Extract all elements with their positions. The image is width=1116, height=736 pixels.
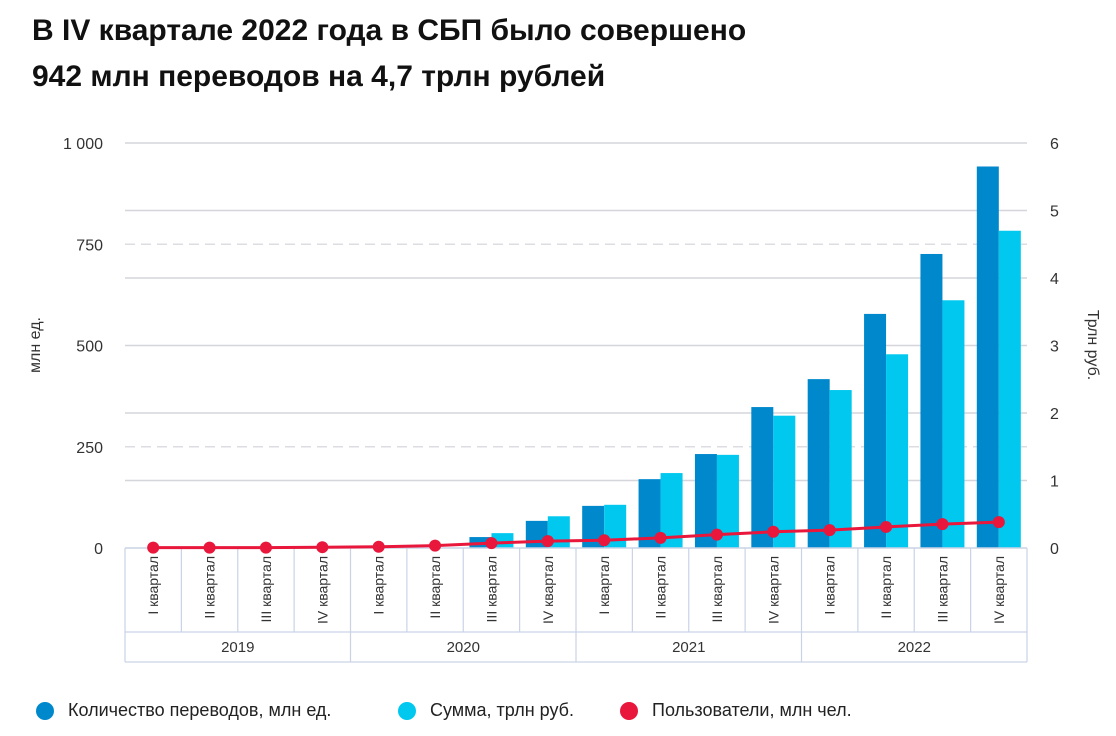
legend-dot-icon [620,701,638,720]
right-tick-label: 3 [1050,339,1059,356]
users-point [598,534,611,547]
bar-count [920,253,943,548]
users-point [767,525,780,538]
category-label: II квартал [653,556,669,619]
users-point [823,524,836,537]
category-label: I квартал [371,556,387,615]
users-point [654,531,667,544]
right-tick-label: 4 [1050,271,1059,288]
year-label: 2020 [447,639,480,656]
bar-sum [604,504,627,548]
legend-label: Сумма, трлн руб. [430,700,574,720]
year-label: 2021 [672,639,705,656]
bar-sum [886,354,909,548]
left-axis-label: млн ед. [27,317,44,373]
title-line-1: В IV квартале 2022 года в СБП было совер… [32,14,747,47]
bar-sum [773,415,796,548]
category-label: I квартал [822,556,838,615]
bar-count [976,166,999,549]
right-axis-label: Трлн руб. [1084,310,1101,380]
category-label: I квартал [596,556,612,615]
users-point [710,528,723,541]
category-label: IV квартал [991,556,1007,624]
users-point [372,540,385,553]
right-tick-label: 1 [1050,474,1059,491]
bar-sum [660,473,683,548]
right-tick-label: 2 [1050,406,1059,423]
legend-label: Пользователи, млн чел. [652,700,852,720]
category-label: IV квартал [314,556,330,624]
bar-count [638,479,661,548]
category-label: II квартал [202,556,218,619]
bar-count [864,313,887,548]
left-tick-label: 250 [76,440,103,457]
users-point [541,535,554,548]
users-point [880,520,893,533]
users-point [147,541,160,554]
bar-count [694,454,717,548]
legend-item-sum: Сумма, трлн руб. [398,700,574,721]
category-label: IV квартал [765,556,781,624]
left-tick-label: 0 [94,541,103,558]
bar-sum [942,300,965,548]
bar-sum [998,230,1021,548]
category-label: II квартал [427,556,443,619]
users-point [429,539,442,552]
users-point [992,516,1005,529]
year-label: 2019 [221,639,254,656]
users-line [153,520,999,550]
category-label: III квартал [709,556,725,622]
legend-item-users: Пользователи, млн чел. [620,700,852,721]
bar-count [751,407,774,548]
chart-title: В IV квартале 2022 года в СБП было совер… [32,8,932,100]
category-label: III квартал [258,556,274,622]
bar-sum [716,454,739,548]
year-label: 2022 [898,639,931,656]
users-point [485,537,498,550]
legend-label: Количество переводов, млн ед. [68,700,332,720]
users-point [259,541,272,554]
bar-sum [829,390,852,548]
right-tick-label: 5 [1050,204,1059,221]
legend-item-count: Количество переводов, млн ед. [36,700,331,721]
category-label: II квартал [878,556,894,619]
category-label: I квартал [145,556,161,615]
users-point [203,541,216,554]
category-label: III квартал [483,556,499,622]
legend-dot-icon [398,701,416,720]
title-line-2: 942 млн переводов на 4,7 трлн рублей [32,60,606,93]
category-label: IV квартал [540,556,556,624]
left-tick-label: 1 000 [63,136,103,153]
right-tick-label: 6 [1050,136,1059,153]
users-point [316,541,329,554]
left-tick-label: 750 [76,237,103,254]
users-point [936,518,949,531]
bar-count [807,379,830,548]
right-tick-label: 0 [1050,541,1059,558]
legend-dot-icon [36,701,54,720]
left-tick-label: 500 [76,339,103,356]
category-label: III квартал [934,556,950,622]
bar-count [582,505,605,548]
